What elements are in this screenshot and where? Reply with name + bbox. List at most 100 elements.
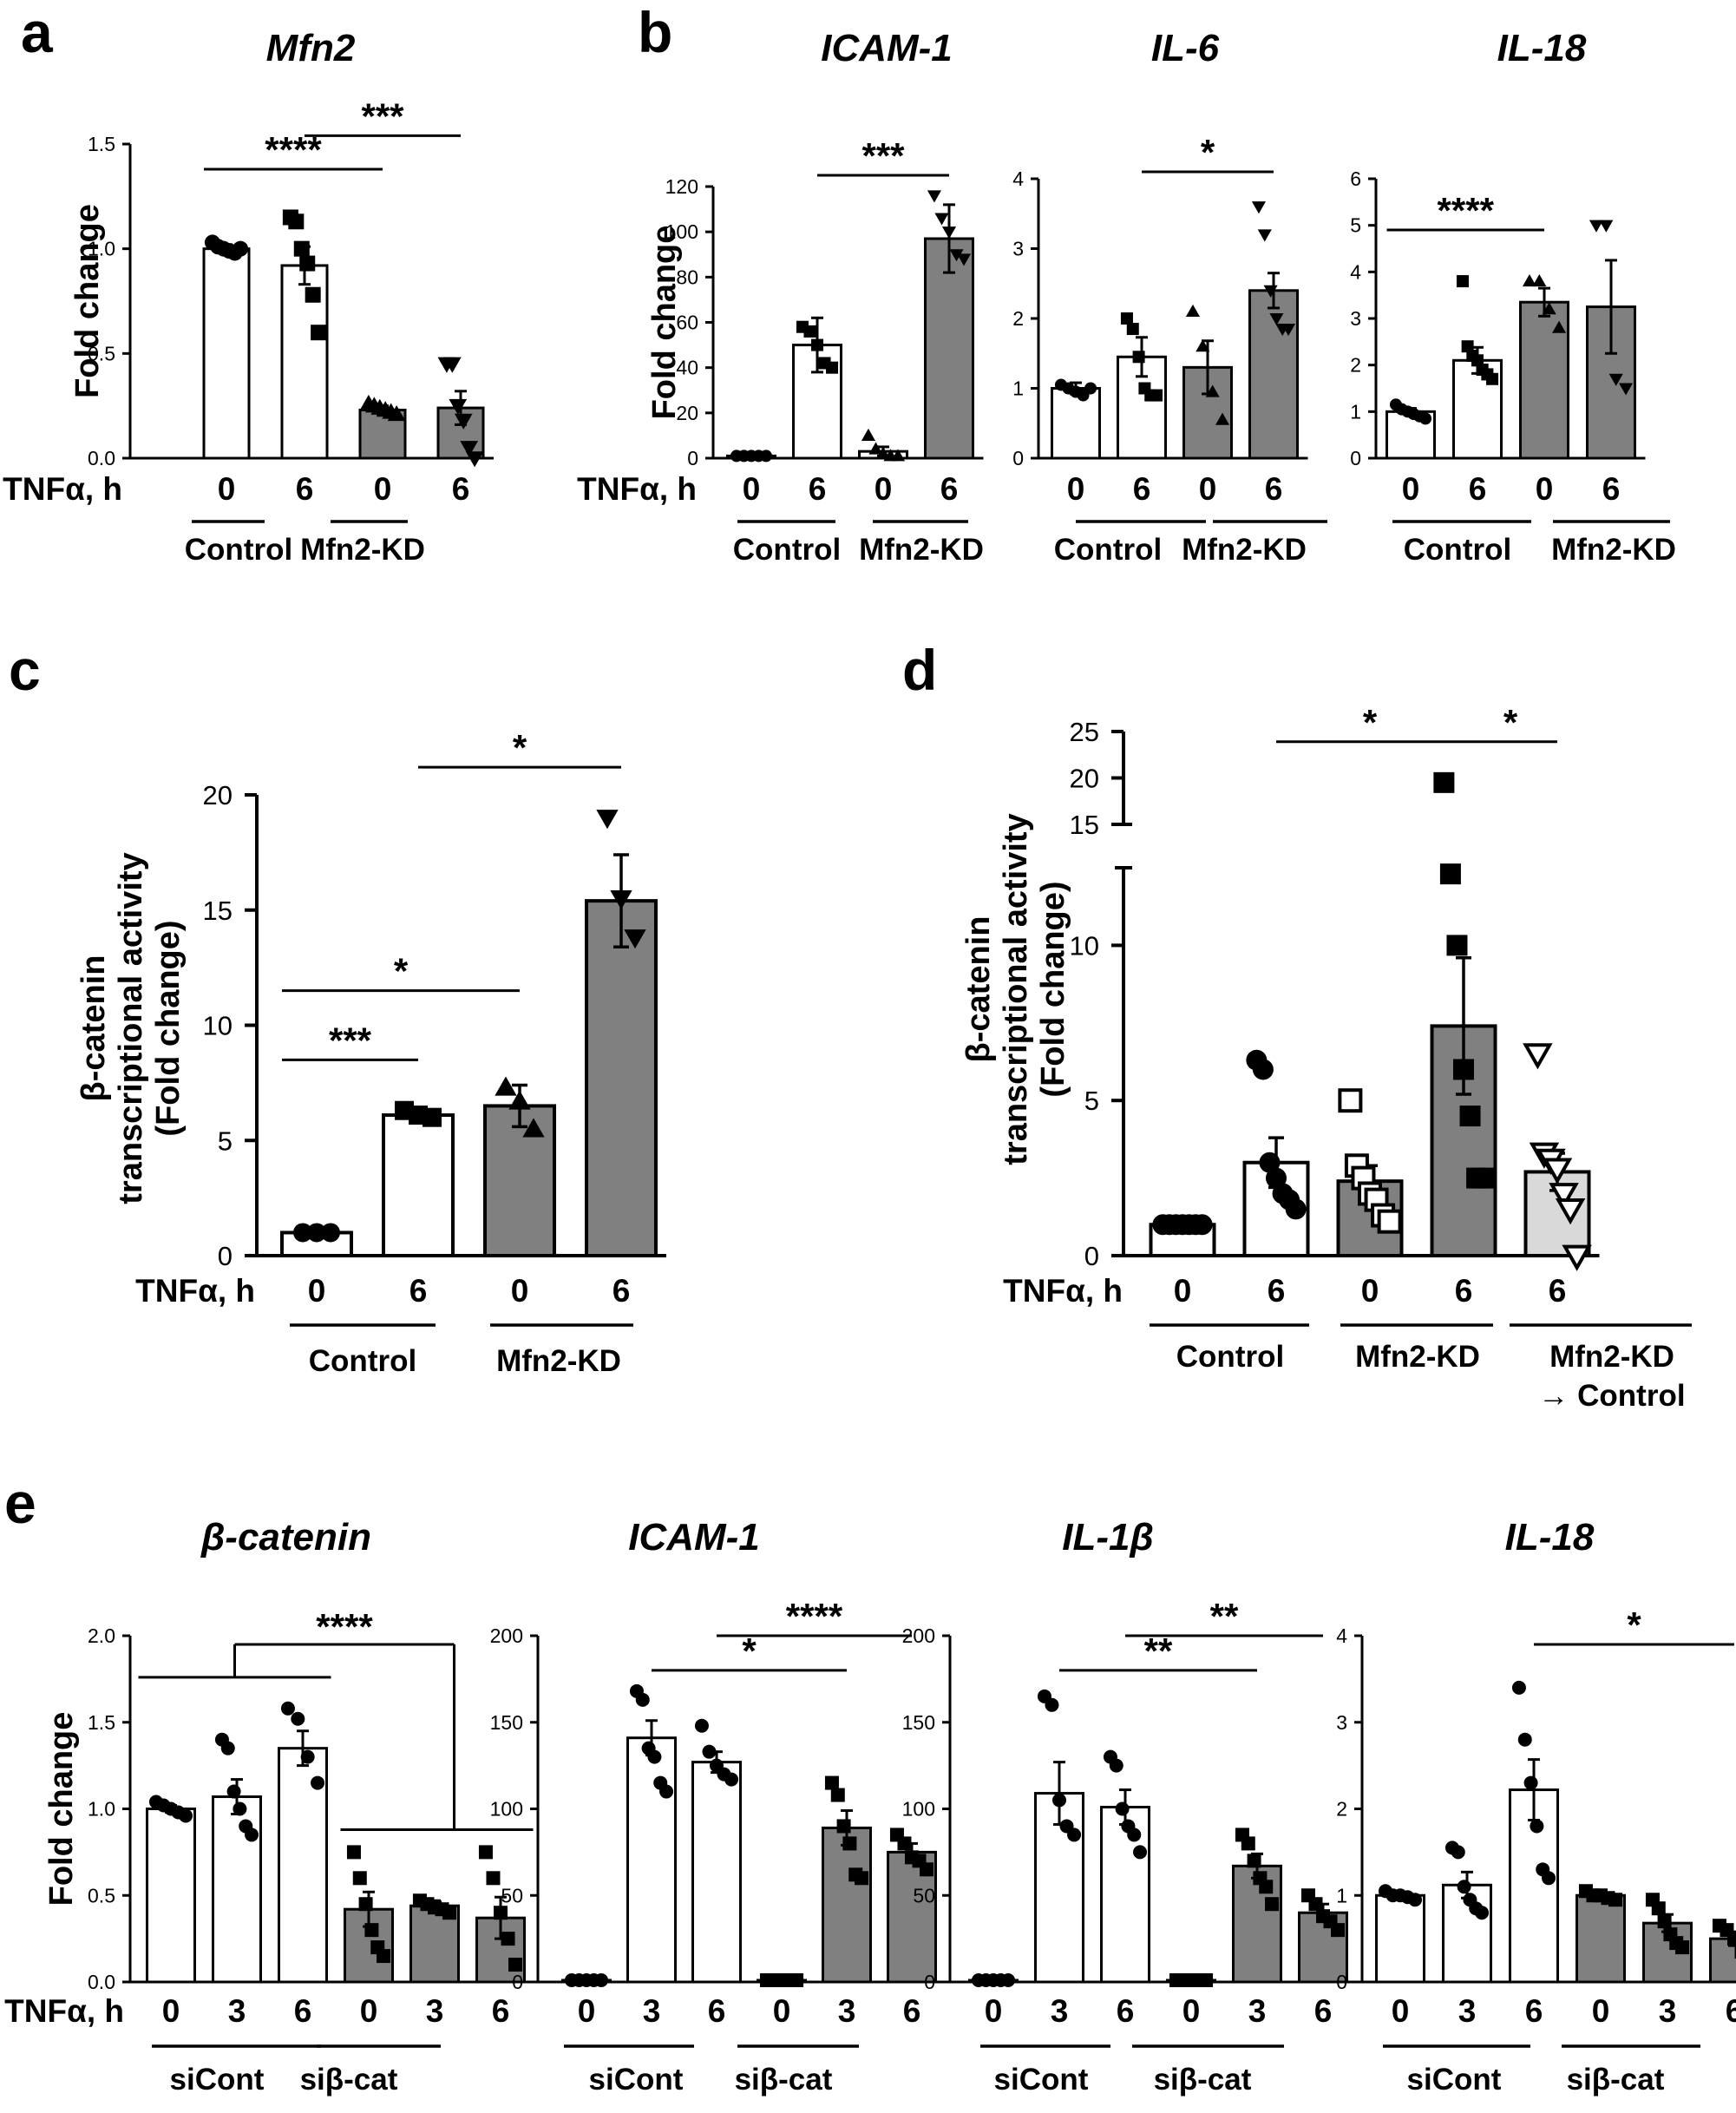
y-tick-label: 0 xyxy=(1084,1241,1099,1271)
data-point xyxy=(1608,373,1623,386)
x-tick-label: 0 xyxy=(1392,1993,1410,2029)
x-tick-label: 3 xyxy=(1248,1993,1267,2029)
data-point xyxy=(352,1871,367,1886)
chart-d: d β-catenin transcriptional activity (Fold … xyxy=(902,638,1692,1413)
data-point xyxy=(1542,1158,1573,1184)
data-point xyxy=(1133,1845,1148,1860)
data-point xyxy=(220,1741,235,1755)
x-tick-label: 6 xyxy=(1525,1993,1543,2029)
data-point xyxy=(941,226,957,240)
x-tick-label: 6 xyxy=(1549,1273,1567,1309)
y-tick-label: 1 xyxy=(1012,377,1024,400)
sig-label: *** xyxy=(861,135,905,176)
sig-label: **** xyxy=(1438,190,1495,231)
data-point xyxy=(1727,1932,1736,1946)
data-point xyxy=(1265,1897,1280,1912)
data-point xyxy=(1185,304,1200,317)
panel-label: e xyxy=(4,1471,36,1535)
y-tick-label: 100 xyxy=(490,1798,523,1821)
data-point xyxy=(789,1973,804,1988)
y-tick-label: 1.0 xyxy=(88,238,115,260)
group-label: siβ-cat xyxy=(735,2063,833,2097)
x-tick-label: 3 xyxy=(228,1993,246,2029)
data-point xyxy=(1523,1775,1538,1790)
data-point xyxy=(1285,1198,1307,1220)
data-point xyxy=(1191,1214,1213,1236)
y-axis-label: β-catenin xyxy=(75,955,112,1102)
bar xyxy=(1100,1806,1150,1984)
data-point xyxy=(1419,412,1432,425)
y-axis-label: transcriptional activity xyxy=(998,813,1034,1165)
data-point xyxy=(1675,1940,1690,1955)
data-point xyxy=(1308,1897,1323,1912)
data-point xyxy=(358,1897,373,1912)
data-point xyxy=(811,338,823,351)
y-tick-label: 0 xyxy=(1350,447,1361,469)
y-tick-label: 20 xyxy=(203,780,233,810)
x-tick-label: 6 xyxy=(613,1273,631,1309)
data-point xyxy=(1120,312,1133,325)
x-prefix-label: TNFα, h xyxy=(135,1273,255,1309)
data-point xyxy=(293,240,310,257)
data-point xyxy=(1549,1183,1579,1210)
y-tick-label: 1.5 xyxy=(88,1711,115,1734)
sig-label: * xyxy=(513,727,527,768)
group-label: Mfn2-KD xyxy=(859,533,984,567)
x-tick-label: 6 xyxy=(1469,471,1487,507)
data-point xyxy=(934,213,949,226)
data-point xyxy=(1734,1945,1736,1959)
data-point xyxy=(824,1775,839,1790)
y-tick-label: 10 xyxy=(203,1011,233,1041)
bar xyxy=(585,899,658,1257)
y-tick-label: 1 xyxy=(1350,400,1361,423)
y-tick-label: 0 xyxy=(687,447,698,469)
data-point xyxy=(1084,382,1097,395)
x-tick-label: 6 xyxy=(1314,1993,1333,2029)
group-label: Mfn2-KD xyxy=(1182,533,1307,567)
chart-b3: IL-18 0 1 2 3 4 5 6 0 6 0 6 Control Mfn2-KD **** xyxy=(1350,27,1676,567)
x-tick-label: 0 xyxy=(875,471,893,507)
data-point xyxy=(454,413,473,430)
data-point xyxy=(305,286,321,303)
x-tick-label: 0 xyxy=(1402,471,1420,507)
chart-b2: IL-6 0 1 2 3 4 0 6 0 6 Control Mfn2-KD * xyxy=(1012,27,1327,567)
bar xyxy=(887,1850,937,1984)
data-point xyxy=(927,190,941,203)
data-point xyxy=(233,1801,247,1816)
x-tick-label: 6 xyxy=(1455,1273,1473,1309)
y-tick-label: 50 xyxy=(501,1884,523,1906)
chart-title: IL-6 xyxy=(1151,27,1220,69)
data-point xyxy=(1555,1198,1586,1225)
sig-label: *** xyxy=(361,95,404,136)
data-point xyxy=(1472,1167,1494,1189)
y-tick-label: 1 xyxy=(1336,1884,1347,1906)
group-label: Control xyxy=(309,1344,416,1378)
data-point xyxy=(179,1808,193,1823)
x-tick-label: 0 xyxy=(360,1993,378,2029)
bar xyxy=(382,1113,455,1258)
data-point xyxy=(293,1223,312,1243)
y-tick-label: 0.5 xyxy=(88,342,115,364)
data-point xyxy=(1408,1893,1423,1907)
group-label: siCont xyxy=(994,2063,1089,2097)
group-label: Mfn2-KD xyxy=(1549,1340,1674,1374)
data-point xyxy=(486,1871,501,1886)
chart-title: ICAM-1 xyxy=(821,27,953,69)
y-tick-label: 20 xyxy=(676,402,698,424)
y-tick-label: 20 xyxy=(1070,764,1099,794)
data-point xyxy=(280,1701,295,1716)
data-point xyxy=(957,253,972,266)
x-tick-label: 6 xyxy=(1602,471,1621,507)
data-point xyxy=(1459,1106,1481,1127)
data-point xyxy=(346,1845,361,1860)
x-tick-label: 3 xyxy=(1659,1993,1677,2029)
data-point xyxy=(1251,201,1266,214)
data-point xyxy=(1523,1043,1553,1070)
bar xyxy=(202,247,251,460)
x-tick-label: 6 xyxy=(1268,1273,1286,1309)
data-point xyxy=(1241,1836,1255,1851)
data-point xyxy=(1562,1244,1592,1271)
data-point xyxy=(1052,1793,1066,1808)
group-label: Mfn2-KD xyxy=(496,1344,621,1378)
data-point xyxy=(594,1973,609,1988)
